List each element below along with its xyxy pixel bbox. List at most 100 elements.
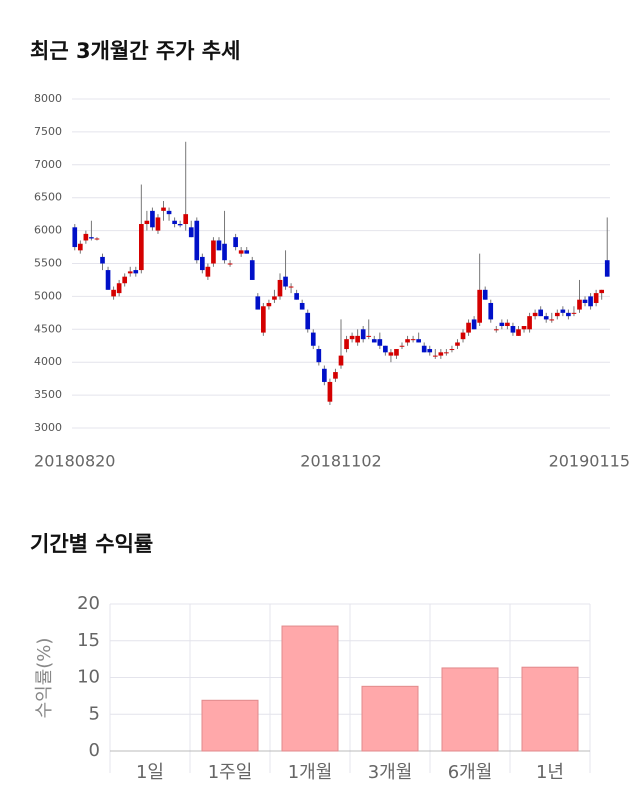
candle-body: [238, 250, 244, 254]
y-tick-label: 3500: [34, 388, 62, 401]
candle-body: [277, 279, 283, 297]
candle-body: [183, 214, 189, 225]
candle-body: [394, 349, 399, 356]
candle-body: [211, 240, 216, 264]
candle-body: [438, 352, 444, 356]
y-tick-label: 4000: [34, 355, 62, 368]
candle-body: [177, 224, 183, 226]
candle-body: [161, 207, 166, 211]
x-tick-label: 20190115: [549, 452, 630, 471]
candle-body: [294, 293, 299, 300]
candle-body: [194, 220, 200, 261]
candle-body: [510, 326, 516, 333]
bar: [361, 685, 419, 752]
x-tick-label: 6개월: [448, 762, 493, 783]
candle-body: [144, 220, 150, 225]
candle-body: [344, 339, 349, 350]
candle-body: [166, 210, 172, 215]
candle-body: [593, 293, 599, 303]
candle-body: [72, 227, 78, 248]
x-tick-label: 1주일: [208, 762, 253, 783]
x-tick-label: 20180820: [34, 452, 115, 471]
candle-body: [604, 260, 610, 277]
chart-title: 최근 3개월간 주가 추세: [30, 39, 240, 63]
candle-body: [111, 289, 116, 297]
candle-body: [327, 381, 333, 402]
candle-body: [360, 329, 366, 340]
candle-body: [466, 322, 471, 333]
candle-body: [216, 240, 222, 251]
candle-body: [310, 332, 316, 346]
candle-body: [460, 332, 466, 340]
candle-body: [366, 335, 372, 337]
candle-body: [582, 299, 588, 303]
candle-body: [455, 342, 460, 346]
candle-body: [410, 339, 416, 341]
y-tick-label: 20: [77, 593, 100, 614]
candle-body: [77, 243, 83, 251]
y-tick-label: 7000: [34, 158, 62, 171]
chart-title: 기간별 수익률: [30, 532, 153, 556]
candle-body: [577, 299, 582, 310]
candle-body: [139, 224, 144, 271]
candle-body: [266, 302, 272, 307]
y-tick-label: 6000: [34, 224, 62, 237]
y-tick-label: 8000: [34, 92, 62, 105]
y-axis-label: 수익률(%): [34, 638, 55, 719]
candle-body: [272, 296, 277, 300]
candle-body: [349, 335, 355, 340]
candle-body: [100, 256, 105, 264]
candle-body: [172, 220, 177, 225]
candle-body: [244, 250, 250, 254]
candle-body: [377, 339, 383, 346]
candle-body: [543, 316, 549, 320]
candle-body: [449, 349, 455, 351]
candle-body: [188, 227, 194, 238]
candle-body: [116, 283, 122, 294]
candle-body: [94, 238, 100, 240]
y-tick-label: 4500: [34, 322, 62, 335]
candle-body: [150, 210, 155, 228]
candle-body: [200, 256, 205, 271]
candle-body: [322, 368, 327, 382]
bar: [281, 625, 339, 752]
candle-body: [305, 312, 311, 330]
candle-body: [416, 339, 421, 343]
y-tick-label: 5000: [34, 289, 62, 302]
candle-body: [554, 312, 560, 317]
candle-body: [549, 319, 555, 321]
candle-body: [333, 372, 338, 379]
candle-body: [316, 349, 322, 363]
candle-body: [155, 217, 161, 231]
candle-body: [493, 329, 499, 331]
y-tick-label: 5: [89, 703, 100, 724]
y-tick-label: 7500: [34, 125, 62, 138]
y-tick-label: 10: [77, 667, 100, 688]
candle-body: [288, 286, 294, 288]
candle-body: [527, 316, 532, 330]
candle-body: [482, 289, 488, 300]
candle-body: [421, 345, 427, 353]
candle-body: [205, 266, 211, 277]
candle-body: [83, 233, 89, 241]
candle-body: [127, 271, 133, 274]
candle-body: [371, 339, 377, 343]
candle-body: [538, 309, 543, 317]
candle-body: [105, 270, 111, 290]
candle-body: [532, 312, 538, 317]
candle-body: [432, 355, 438, 357]
candle-body: [255, 296, 261, 310]
x-tick-label: 3개월: [368, 762, 413, 783]
candle-body: [89, 237, 94, 239]
candle-body: [427, 349, 433, 353]
y-tick-label: 3000: [34, 421, 62, 434]
y-tick-label: 15: [77, 630, 100, 651]
candle-body: [222, 243, 227, 261]
candle-body: [249, 260, 255, 280]
candle-body: [133, 270, 139, 274]
candle-body: [233, 237, 238, 248]
candle-body: [588, 296, 593, 307]
candle-body: [444, 352, 449, 354]
candle-body: [599, 289, 605, 294]
